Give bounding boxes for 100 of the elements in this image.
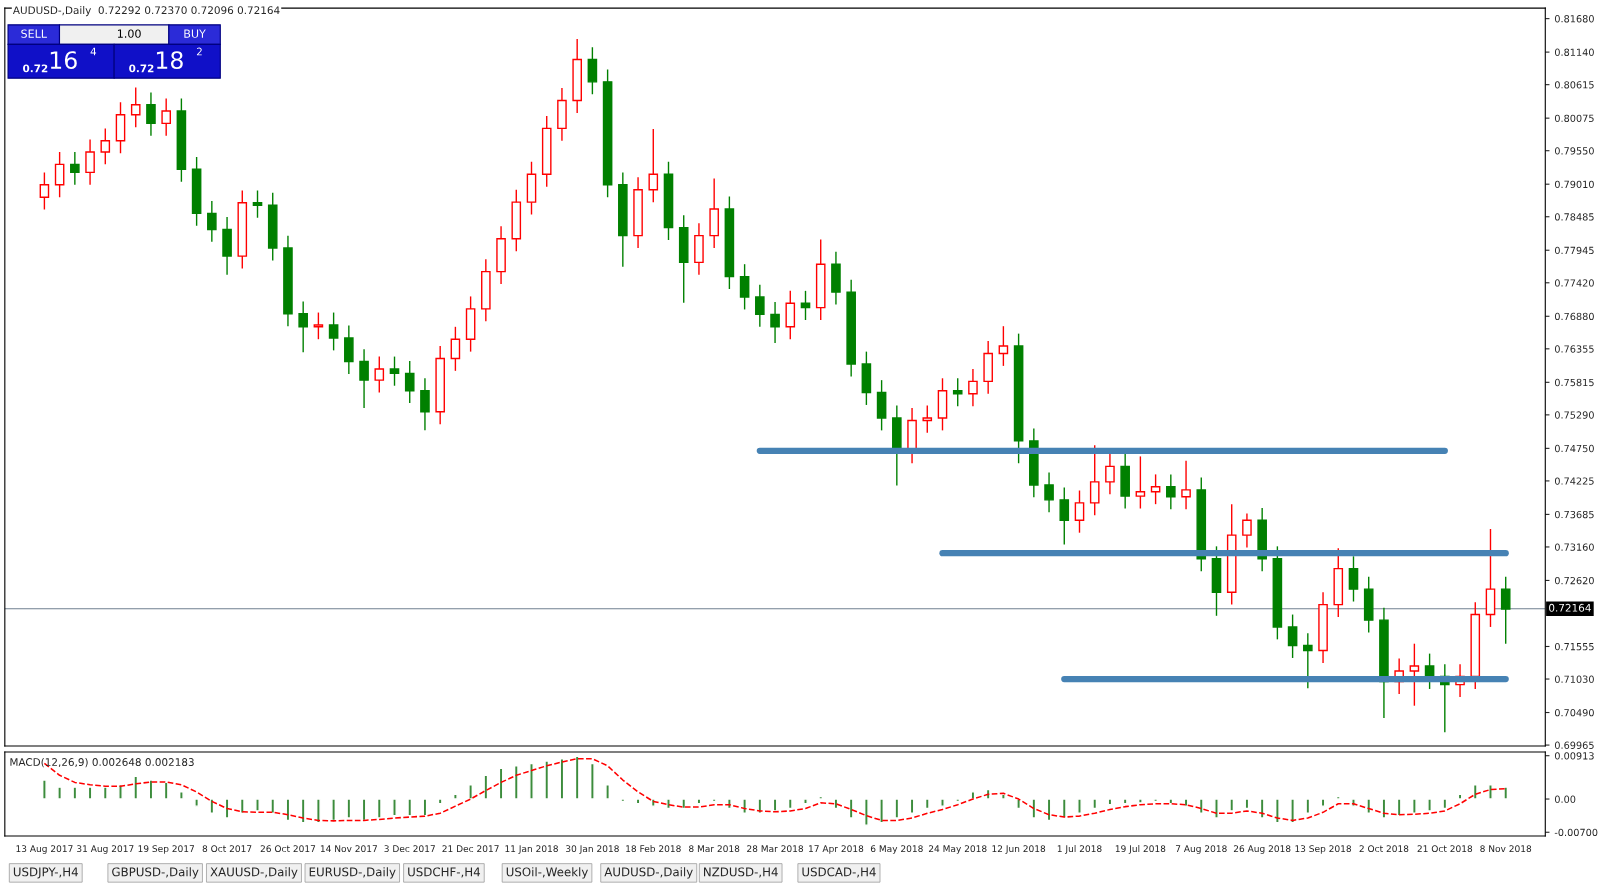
y-tick-label: 0.80075 (1554, 114, 1594, 122)
bar (468, 784, 473, 800)
candlestick (207, 200, 217, 243)
bar (894, 798, 900, 819)
text: USDCAD-,H4 (802, 867, 876, 878)
bar (1229, 798, 1235, 812)
bar (1183, 798, 1189, 807)
annotation: BUY (184, 29, 206, 38)
bar (1290, 798, 1295, 824)
candlestick (1150, 473, 1161, 505)
candlestick (420, 377, 430, 432)
annotation: 18 (156, 51, 183, 70)
x-tick-label: 19 Jul 2018 (1115, 845, 1166, 854)
candlestick (328, 311, 339, 352)
bar (1092, 798, 1098, 810)
y-tick-label: 0.78485 (1554, 213, 1594, 221)
candlestick (1287, 613, 1298, 659)
bar (1305, 798, 1311, 814)
candlestick (1348, 555, 1359, 603)
candlestick (1089, 444, 1100, 517)
y-tick-label: 0.74225 (1554, 477, 1594, 485)
candlestick (39, 171, 50, 211)
bar (1472, 784, 1478, 800)
text: XAUUSD-,Daily (210, 867, 298, 879)
x-tick-label: 11 Jan 2018 (505, 845, 558, 854)
candlestick (952, 377, 963, 407)
annotation: 16 (50, 51, 77, 70)
x-tick-label: 8 Nov 2018 (1480, 845, 1532, 853)
bar (1412, 798, 1417, 814)
candlestick (85, 138, 95, 186)
x-tick-label: 17 Apr 2018 (809, 845, 864, 854)
bar (1427, 798, 1432, 812)
y-tick-label: 0.81680 (1554, 15, 1594, 23)
bar (1122, 798, 1128, 805)
bar (955, 798, 961, 803)
candlestick (998, 325, 1009, 367)
bar (194, 798, 199, 807)
bar (1488, 784, 1493, 800)
candlestick (161, 97, 171, 137)
candlestick (389, 355, 400, 387)
text: MACD(12,26,9) 0.002648 0.002183 (10, 757, 194, 768)
x-tick-label: 24 May 2018 (928, 845, 987, 854)
ref-line-label: 0.72164 (1549, 603, 1591, 612)
candlestick (100, 127, 111, 166)
bar (1259, 798, 1265, 819)
bar (529, 762, 534, 800)
x-tick-label: 8 Mar 2018 (689, 845, 740, 853)
x-tick-label: 1 Jul 2018 (1057, 845, 1102, 854)
bar (1275, 798, 1280, 824)
bar (1335, 795, 1341, 800)
candlestick (587, 46, 598, 95)
bar (940, 798, 945, 807)
bar (316, 798, 321, 824)
candlestick (1181, 460, 1191, 510)
annotation: SELL (21, 29, 47, 38)
bar (1153, 798, 1158, 803)
bar (879, 798, 884, 824)
y-tick-label: 0.73685 (1554, 510, 1594, 519)
bar (270, 798, 276, 814)
y-tick-label: 0.70490 (1554, 709, 1594, 717)
bar (1061, 798, 1067, 819)
bar (650, 798, 656, 807)
candlestick (1059, 486, 1070, 546)
bar (574, 755, 580, 800)
bar (620, 798, 626, 803)
bar (1396, 798, 1402, 817)
y-tick-label: 0.00913 (1554, 752, 1594, 760)
text: EURUSD-,Daily (309, 867, 396, 879)
bar (179, 791, 184, 800)
x-tick-label: 13 Aug 2017 (16, 845, 73, 854)
candlestick (1409, 642, 1420, 707)
candlestick (1303, 632, 1313, 690)
bar (1442, 798, 1448, 810)
bar (666, 798, 671, 810)
bar (590, 762, 595, 800)
bar (1138, 798, 1143, 804)
bar (1214, 798, 1219, 819)
bar (1503, 786, 1509, 800)
x-tick-label: 26 Aug 2018 (1233, 845, 1291, 854)
bar (513, 765, 519, 800)
bar (1001, 793, 1006, 800)
x-tick-label: 28 Mar 2018 (747, 845, 804, 853)
y-tick-label: 0.77945 (1554, 246, 1594, 255)
candlestick (70, 151, 80, 186)
x-tick-label: 13 Sep 2018 (1295, 845, 1352, 854)
bar (1077, 798, 1082, 814)
candlestick (1166, 473, 1176, 510)
bar (681, 798, 687, 810)
text: USOil-,Weekly (506, 867, 588, 879)
y-tick-label: 0.77420 (1554, 279, 1594, 287)
bar (483, 774, 489, 800)
bar (818, 795, 824, 800)
y-tick-label: 0.72620 (1554, 576, 1594, 585)
bar (300, 798, 306, 824)
annotation: 0.72 (23, 64, 48, 73)
annotation: 0.72 (129, 64, 154, 73)
bar (57, 786, 62, 800)
bar (331, 798, 336, 822)
candlestick (785, 290, 796, 340)
bar (924, 798, 930, 810)
